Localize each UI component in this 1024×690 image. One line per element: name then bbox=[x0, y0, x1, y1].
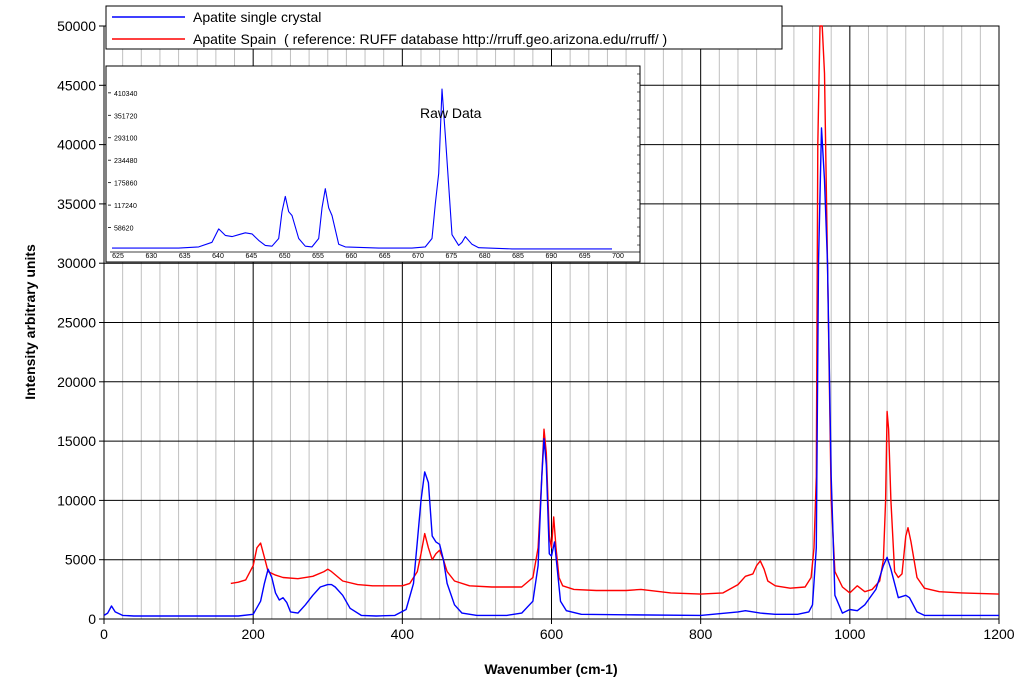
inset-x-tick-label: 640 bbox=[212, 253, 224, 260]
y-tick-label: 35000 bbox=[57, 196, 96, 212]
y-tick-label: 40000 bbox=[57, 137, 96, 153]
inset-x-tick-label: 665 bbox=[379, 253, 391, 260]
y-tick-label: 45000 bbox=[57, 77, 96, 93]
inset-x-tick-label: 635 bbox=[179, 253, 191, 260]
inset-x-tick-label: 700 bbox=[612, 253, 624, 260]
inset-x-tick-label: 685 bbox=[512, 253, 524, 260]
inset-x-tick-label: 660 bbox=[345, 253, 357, 260]
x-tick-label: 1200 bbox=[983, 626, 1014, 642]
legend-label-single-crystal: Apatite single crystal bbox=[193, 9, 321, 25]
inset-y-tick-label: 234480 bbox=[114, 158, 137, 165]
inset-y-tick-label: 293100 bbox=[114, 136, 137, 143]
inset-frame bbox=[105, 65, 641, 263]
y-tick-label: 30000 bbox=[57, 255, 96, 271]
legend-box bbox=[105, 5, 783, 50]
y-tick-label: 50000 bbox=[57, 18, 96, 34]
x-tick-label: 600 bbox=[540, 626, 564, 642]
inset-y-tick-label: 175860 bbox=[114, 181, 137, 188]
inset-y-tick-label: 410340 bbox=[114, 91, 137, 98]
inset-x-tick-label: 690 bbox=[545, 253, 557, 260]
x-tick-label: 400 bbox=[391, 626, 415, 642]
y-tick-label: 15000 bbox=[57, 433, 96, 449]
inset-x-tick-label: 675 bbox=[445, 253, 457, 260]
series-line-single-crystal bbox=[103, 127, 999, 617]
y-tick-label: 0 bbox=[88, 611, 96, 627]
inset-x-tick-label: 670 bbox=[412, 253, 424, 260]
legend: Apatite single crystal Apatite Spain ( r… bbox=[105, 5, 783, 50]
x-tick-label: 1000 bbox=[834, 626, 865, 642]
y-tick-label: 10000 bbox=[57, 492, 96, 508]
inset-x-tick-label: 630 bbox=[145, 253, 157, 260]
inset-y-tick-label: 351720 bbox=[114, 113, 137, 120]
inset-raw-data-chart: 625 630 635 640 645 650 655 660 665 670 675 680 685 6… bbox=[105, 65, 641, 263]
inset-x-tick-label: 625 bbox=[112, 253, 124, 260]
inset-x-tick-label: 645 bbox=[245, 253, 257, 260]
main-plot-series bbox=[103, 25, 1000, 617]
inset-x-tick-label: 695 bbox=[579, 253, 591, 260]
inset-y-tick-label: 117240 bbox=[114, 203, 137, 210]
inset-y-tick-label: 58620 bbox=[114, 226, 134, 233]
x-axis-title: Wavenumber (cm-1) bbox=[484, 661, 617, 677]
inset-x-tick-label: 680 bbox=[479, 253, 491, 260]
x-tick-label: 800 bbox=[689, 626, 713, 642]
inset-series bbox=[112, 88, 612, 250]
legend-label-spain: Apatite Spain ( reference: RUFF database… bbox=[193, 31, 667, 47]
y-tick-label: 5000 bbox=[65, 552, 96, 568]
y-tick-label: 25000 bbox=[57, 315, 96, 331]
inset-tick-labels: 625 630 635 640 645 650 655 660 665 670 675 680 685 6… bbox=[108, 73, 640, 260]
inset-x-tick-label: 655 bbox=[312, 253, 324, 260]
main-plot-tick-labels: 0 200 400 600 800 1000 1200 0 5000 10000 15000 2000… bbox=[57, 18, 1015, 642]
y-axis-title: Intensity arbitrary units bbox=[22, 244, 38, 400]
y-tick-label: 20000 bbox=[57, 374, 96, 390]
inset-series-line bbox=[112, 88, 612, 250]
x-tick-label: 0 bbox=[100, 626, 108, 642]
inset-x-tick-label: 650 bbox=[279, 253, 291, 260]
inset-title: Raw Data bbox=[420, 105, 482, 121]
x-tick-label: 200 bbox=[241, 626, 265, 642]
